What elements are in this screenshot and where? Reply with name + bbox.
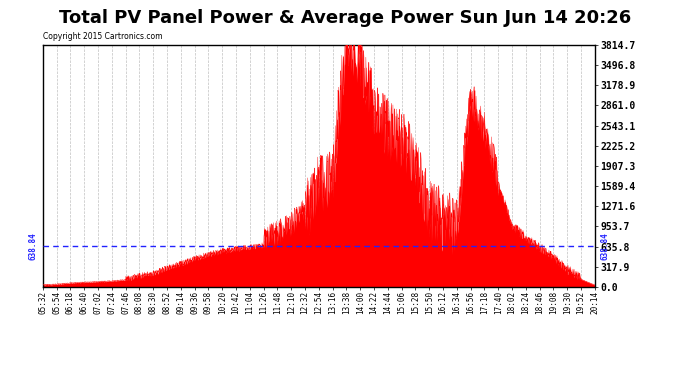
Text: Copyright 2015 Cartronics.com: Copyright 2015 Cartronics.com	[43, 32, 162, 41]
Text: 638.84: 638.84	[600, 232, 609, 260]
Text: 638.84: 638.84	[28, 232, 37, 260]
Text: Total PV Panel Power & Average Power Sun Jun 14 20:26: Total PV Panel Power & Average Power Sun…	[59, 9, 631, 27]
